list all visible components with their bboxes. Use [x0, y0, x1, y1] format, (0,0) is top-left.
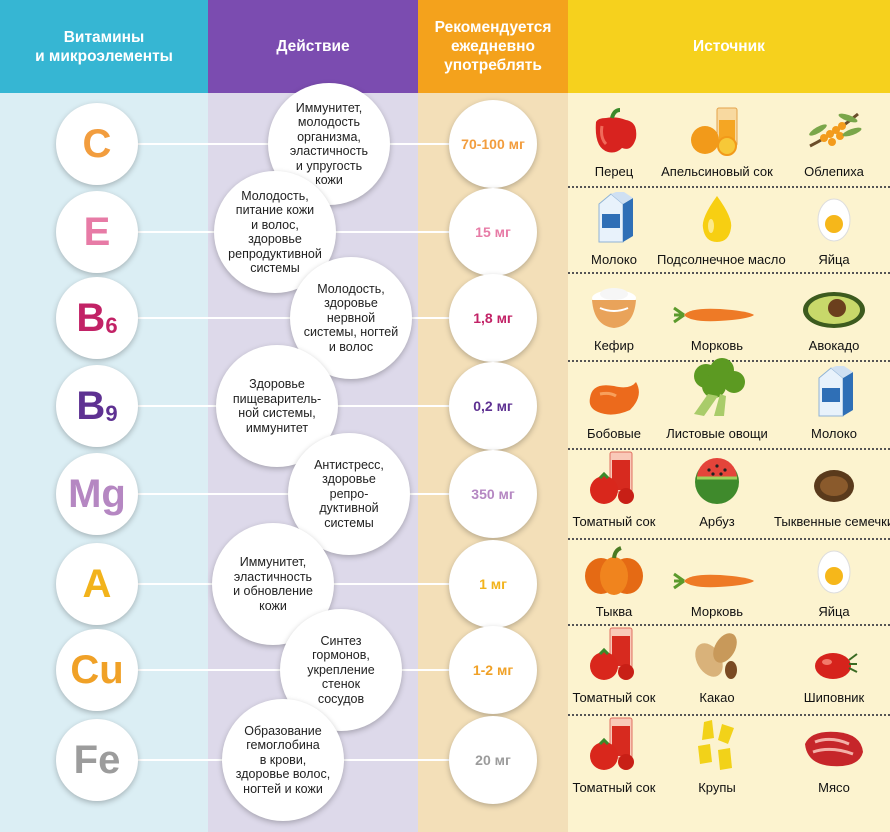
- source-label: Авокадо: [808, 338, 860, 353]
- source-label: Тыквенные семечки: [774, 514, 890, 529]
- row-divider: [568, 186, 890, 188]
- carrot-icon: [672, 300, 762, 335]
- red-pepper-icon: [586, 108, 642, 161]
- vitamin-symbol: Mg: [56, 453, 138, 535]
- avocado-icon: [801, 290, 867, 335]
- vitamin-subscript: 6: [105, 313, 118, 338]
- dose-header: Рекомендуется ежедневно употреблять: [418, 0, 568, 93]
- vitamin-symbol: Fe: [56, 719, 138, 801]
- pumpkin-icon: [581, 546, 647, 601]
- vitamins-header: Витамины и микроэлементы: [0, 0, 208, 93]
- vitamin-letter: C: [82, 121, 112, 166]
- action-bubble: Молодость, здоровье нервной системы, ног…: [290, 257, 412, 379]
- action-bubble: Образование гемоглобина в крови, здоровь…: [222, 699, 344, 821]
- dose-value: 0,2 мг: [449, 362, 537, 450]
- source-label: Молоко: [591, 252, 637, 267]
- dose-value: 1-2 мг: [449, 626, 537, 714]
- action-bubble: Здоровье пищеваритель- ной системы, имму…: [216, 345, 338, 467]
- cereal-icon: [692, 718, 742, 777]
- source-label: Тыква: [595, 604, 633, 619]
- action-text: Образование гемоглобина в крови, здоровь…: [235, 723, 331, 796]
- source-label: Молоко: [811, 426, 857, 441]
- oil-drop-icon: [697, 194, 737, 249]
- vitamin-symbol: E: [56, 191, 138, 273]
- dose-value: 350 мг: [449, 450, 537, 538]
- row-divider: [568, 538, 890, 540]
- source-label: Подсолнечное масло: [657, 252, 786, 267]
- dose-value: 15 мг: [449, 188, 537, 276]
- orange-juice-icon: [687, 106, 747, 161]
- action-text: Синтез гормонов, укрепление стенок сосуд…: [307, 633, 375, 706]
- source-label: Морковь: [690, 604, 744, 619]
- vitamin-symbol: Cu: [56, 629, 138, 711]
- row-divider: [568, 448, 890, 450]
- bean-icon: [586, 378, 642, 423]
- dose-value: 20 мг: [449, 716, 537, 804]
- action-text: Иммунитет, эластичность и обновление кож…: [233, 555, 313, 613]
- source-label: Томатный сок: [572, 690, 656, 705]
- vitamin-letter: B: [76, 295, 106, 340]
- source-header: Источник: [568, 0, 890, 93]
- pumpkin-seeds-icon: [811, 466, 857, 511]
- carrot-icon: [672, 566, 762, 601]
- source-label: Листовые овощи: [666, 426, 768, 441]
- vitamin-symbol: C: [56, 103, 138, 185]
- vitamin-symbol: A: [56, 543, 138, 625]
- meat-icon: [801, 724, 867, 777]
- broccoli-icon: [684, 358, 750, 423]
- source-label: Яйца: [818, 252, 850, 267]
- tomato-juice-icon: [586, 716, 642, 777]
- source-label: Бобовые: [587, 426, 641, 441]
- source-label: Облепиха: [804, 164, 864, 179]
- action-text: Молодость, питание кожи и волос, здоровь…: [228, 188, 322, 276]
- milk-carton-icon: [809, 364, 859, 423]
- source-label: Апельсиновый сок: [661, 164, 773, 179]
- vitamin-letter: Fe: [73, 737, 121, 782]
- tomato-juice-icon: [586, 450, 642, 511]
- source-label: Перец: [594, 164, 634, 179]
- vitamin-letter: Mg: [68, 471, 126, 516]
- row-divider: [568, 272, 890, 274]
- source-label: Крупы: [698, 780, 736, 795]
- milk-carton-icon: [589, 190, 639, 249]
- vitamin-subscript: 9: [105, 401, 118, 426]
- action-bubble: Синтез гормонов, укрепление стенок сосуд…: [280, 609, 402, 731]
- tomato-juice-icon: [586, 626, 642, 687]
- vitamin-letter: E: [83, 209, 111, 254]
- vitamin-letter: B: [76, 383, 106, 428]
- kefir-bowl-icon: [586, 284, 642, 335]
- egg-icon: [814, 546, 854, 601]
- source-label: Кефир: [594, 338, 634, 353]
- vitamin-letter: Cu: [70, 647, 124, 692]
- source-label: Яйца: [818, 604, 850, 619]
- dose-value: 70-100 мг: [449, 100, 537, 188]
- dose-value: 1 мг: [449, 540, 537, 628]
- action-text: Антистресс, здоровье репро- дуктивной си…: [314, 457, 384, 530]
- action-text: Молодость, здоровье нервной системы, ног…: [303, 281, 399, 354]
- sea-buckthorn-icon: [804, 106, 864, 161]
- source-label: Арбуз: [699, 514, 735, 529]
- row-divider: [568, 714, 890, 716]
- source-label: Шиповник: [803, 690, 865, 705]
- source-label: Какао: [699, 690, 735, 705]
- row-divider: [568, 624, 890, 626]
- source-label: Мясо: [818, 780, 850, 795]
- dose-value: 1,8 мг: [449, 274, 537, 362]
- cocoa-icon: [689, 626, 745, 687]
- source-label: Томатный сок: [572, 780, 656, 795]
- rosehip-icon: [809, 646, 859, 687]
- egg-icon: [814, 194, 854, 249]
- action-header: Действие: [208, 0, 418, 93]
- watermelon-icon: [691, 456, 743, 511]
- source-label: Томатный сок: [572, 514, 656, 529]
- source-label: Морковь: [690, 338, 744, 353]
- vitamin-letter: A: [82, 561, 112, 606]
- action-text: Иммунитет, молодость организма, эластичн…: [289, 100, 369, 188]
- action-text: Здоровье пищеваритель- ной системы, имму…: [232, 377, 322, 435]
